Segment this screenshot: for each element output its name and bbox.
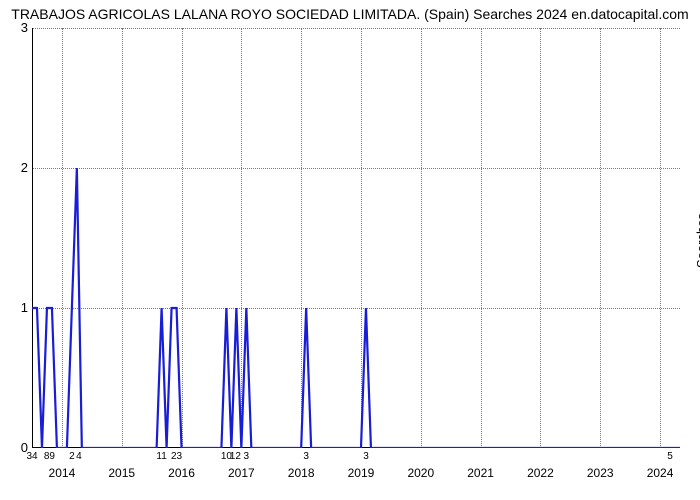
x-tick-label-major: 2023 — [587, 466, 614, 480]
x-tick-label-minor: 3 — [244, 451, 250, 462]
x-tick-label-minor: 4 — [76, 451, 82, 462]
x-tick-label-minor: 5 — [667, 451, 673, 462]
x-tick-label-major: 2016 — [168, 466, 195, 480]
x-tick-label-minor: 3 — [363, 451, 369, 462]
x-tick-label-major: 2017 — [228, 466, 255, 480]
x-tick-label-major: 2021 — [467, 466, 494, 480]
x-tick-label-major: 2024 — [647, 466, 674, 480]
y-tick-label: 0 — [8, 440, 28, 455]
x-tick-label-minor: 11 — [156, 451, 166, 462]
x-tick-label-minor: 3 — [303, 451, 309, 462]
series-line — [32, 28, 680, 448]
x-tick-label-major: 2015 — [108, 466, 135, 480]
y-tick-label: 2 — [8, 160, 28, 175]
x-tick-label-major: 2022 — [527, 466, 554, 480]
chart-title: TRABAJOS AGRICOLAS LALANA ROYO SOCIEDAD … — [0, 6, 700, 22]
x-tick-label-minor: 23 — [171, 451, 182, 462]
x-tick-label-minor: 34 — [26, 451, 37, 462]
y-tick-label: 1 — [8, 300, 28, 315]
x-tick-label-minor: 2 — [69, 451, 75, 462]
y-tick-label: 3 — [8, 20, 28, 35]
x-tick-label-minor: 89 — [44, 451, 55, 462]
x-tick-label-major: 2020 — [407, 466, 434, 480]
x-tick-label-major: 2014 — [49, 466, 76, 480]
searches-chart: TRABAJOS AGRICOLAS LALANA ROYO SOCIEDAD … — [0, 0, 700, 500]
x-tick-label-major: 2018 — [288, 466, 315, 480]
x-tick-label-major: 2019 — [348, 466, 375, 480]
plot-area — [32, 28, 680, 448]
x-tick-label-minor: 12 — [230, 451, 241, 462]
y-axis-label: Searches — [694, 213, 700, 268]
